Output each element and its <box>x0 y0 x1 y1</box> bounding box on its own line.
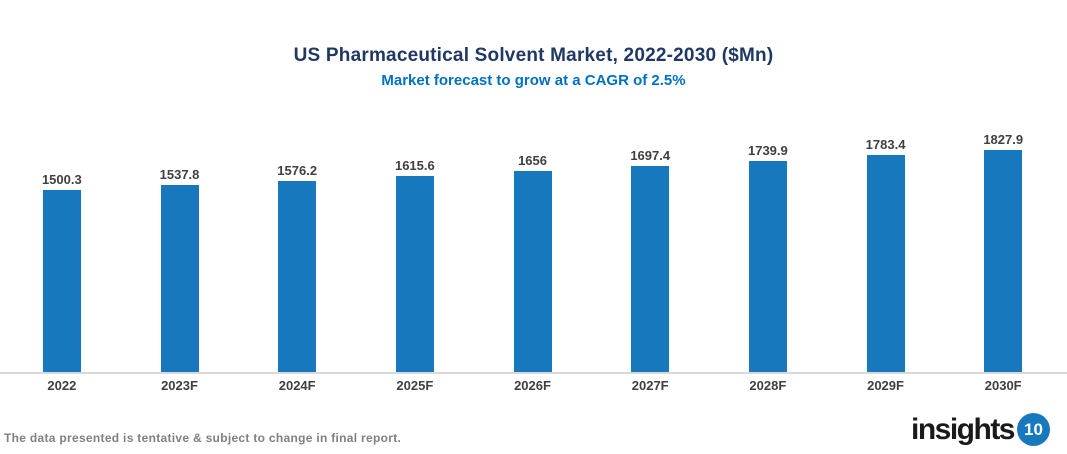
bar-column: 1656 <box>474 153 592 372</box>
bar <box>984 150 1023 372</box>
bar-column: 1827.9 <box>944 132 1062 372</box>
bar-column: 1500.3 <box>3 172 121 372</box>
bar <box>278 180 317 372</box>
bar-column: 1615.6 <box>356 158 474 372</box>
x-axis-baseline <box>0 372 1067 374</box>
bar <box>748 160 787 372</box>
bar <box>513 170 552 372</box>
bar <box>160 185 199 372</box>
insights10-logo: insights 10 <box>911 413 1050 446</box>
x-axis-label: 2028F <box>749 378 787 393</box>
bar-value-label: 1783.4 <box>865 137 906 153</box>
chart-subtitle: Market forecast to grow at a CAGR of 2.5… <box>381 72 686 89</box>
bar <box>631 165 670 372</box>
chart-title: US Pharmaceutical Solvent Market, 2022-2… <box>293 45 774 66</box>
bar-value-label: 1697.4 <box>630 147 671 163</box>
logo-wordmark: insights <box>910 412 1016 446</box>
plot-area: 1500.3 1537.8 1576.2 1615.6 1656 1697.4 1739.9… <box>3 102 1062 372</box>
x-axis-label: 2029F <box>867 378 904 393</box>
bar-value-label: 1615.6 <box>394 157 435 173</box>
bar <box>395 175 434 372</box>
x-axis-label: 2027F <box>631 378 669 393</box>
bar-column: 1576.2 <box>238 163 356 372</box>
disclaimer-note: The data presented is tentative & subjec… <box>4 431 402 445</box>
bar-value-label: 1537.8 <box>159 167 200 183</box>
x-axis-label: 2025F <box>396 378 434 393</box>
x-axis-label: 2024F <box>278 378 316 393</box>
x-axis-label: 2022 <box>47 378 77 393</box>
bar-column: 1697.4 <box>591 148 709 372</box>
bar-column: 1783.4 <box>827 137 945 372</box>
bar-value-label: 1500.3 <box>41 171 82 187</box>
bar-column: 1739.9 <box>709 143 827 372</box>
logo-badge: 10 <box>1017 413 1050 446</box>
bar-value-label: 1576.2 <box>277 162 318 178</box>
bar-column: 1537.8 <box>121 167 239 372</box>
bar-value-label: 1739.9 <box>747 142 788 158</box>
chart-header: US Pharmaceutical Solvent Market, 2022-2… <box>0 0 1067 89</box>
bar-value-label: 1827.9 <box>983 132 1024 147</box>
x-axis-label: 2026F <box>514 378 551 393</box>
bar <box>866 155 905 372</box>
x-axis-label: 2030F <box>984 378 1022 393</box>
x-axis-label: 2023F <box>161 378 198 393</box>
bar-value-label: 1656 <box>518 152 547 168</box>
bar <box>42 189 81 372</box>
x-axis-labels-row: 2022 2023F 2024F 2025F 2026F 2027F 2028F 2029F 2… <box>3 378 1062 393</box>
